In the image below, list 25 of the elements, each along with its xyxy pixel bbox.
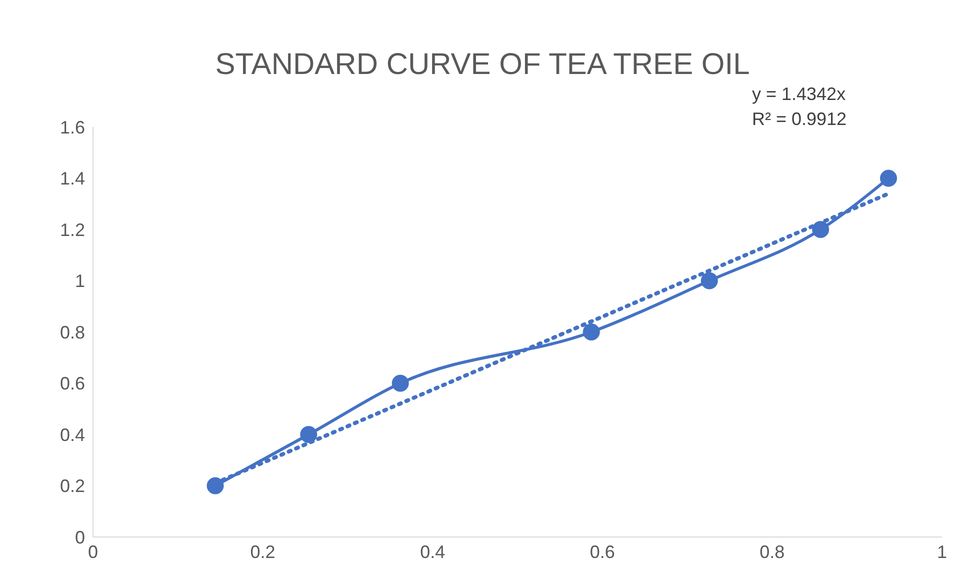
y-tick-label: 1.6 [60, 117, 85, 138]
point [700, 272, 718, 290]
x-tick-label: 0.8 [760, 542, 785, 562]
y-tick-label: 1.2 [60, 220, 85, 240]
y-tick-label: 0 [74, 527, 85, 548]
point [392, 374, 409, 392]
y-tick-label: 1.4 [60, 168, 85, 189]
point [206, 477, 224, 494]
point [880, 170, 898, 187]
text: y = 1.4342x [752, 84, 846, 105]
annotation: R² = 0.9912 [752, 109, 847, 130]
y-tick-label: 0.6 [60, 374, 85, 394]
point [582, 324, 600, 340]
y-tick-label: 1 [74, 271, 85, 292]
chart-title: STANDARD CURVE OF TEA TREE OIL [214, 48, 751, 82]
point [300, 426, 318, 443]
x-tick-label: 0.2 [250, 542, 276, 562]
x-tick-label: 0.6 [590, 542, 615, 562]
point [812, 221, 830, 238]
y-tick-label: 0.2 [60, 476, 85, 496]
x-tick-label: 0.4 [420, 542, 446, 562]
y-tick-label: 0.4 [60, 424, 85, 445]
x-tick-label: 0 [88, 542, 98, 562]
x-tick-label: 1 [936, 542, 948, 562]
y-tick-label: 0.8 [60, 322, 85, 342]
